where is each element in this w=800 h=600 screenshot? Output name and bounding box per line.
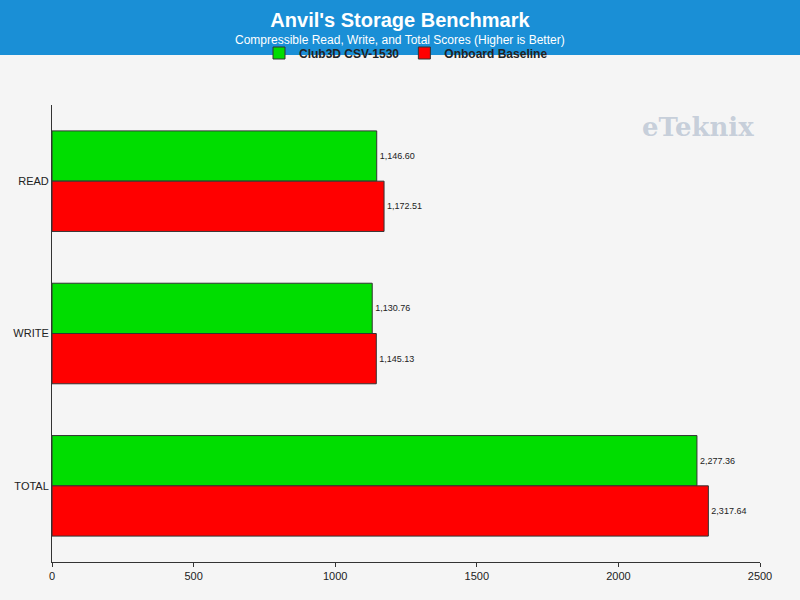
svg-text:WRITE: WRITE — [13, 327, 48, 339]
svg-text:Anvil's Storage Benchmark: Anvil's Storage Benchmark — [270, 9, 530, 31]
svg-text:1,146.60: 1,146.60 — [380, 151, 415, 161]
svg-text:Club3D CSV-1530: Club3D CSV-1530 — [299, 47, 399, 61]
svg-text:1,130.76: 1,130.76 — [375, 303, 410, 313]
svg-text:Onboard Baseline: Onboard Baseline — [444, 47, 547, 61]
svg-text:eTeknix: eTeknix — [642, 112, 754, 142]
svg-text:2500: 2500 — [748, 570, 772, 582]
svg-text:1,145.13: 1,145.13 — [379, 354, 414, 364]
svg-text:0: 0 — [49, 570, 55, 582]
svg-text:TOTAL: TOTAL — [14, 480, 48, 492]
svg-text:1,172.51: 1,172.51 — [387, 201, 422, 211]
svg-text:1000: 1000 — [323, 570, 347, 582]
svg-text:2,277.36: 2,277.36 — [700, 456, 735, 466]
svg-text:2,317.64: 2,317.64 — [711, 506, 746, 516]
svg-text:2000: 2000 — [606, 570, 630, 582]
svg-text:READ: READ — [18, 175, 49, 187]
svg-text:1500: 1500 — [465, 570, 489, 582]
svg-text:Compressible Read, Write, and: Compressible Read, Write, and Total Scor… — [235, 33, 565, 47]
svg-text:500: 500 — [184, 570, 202, 582]
